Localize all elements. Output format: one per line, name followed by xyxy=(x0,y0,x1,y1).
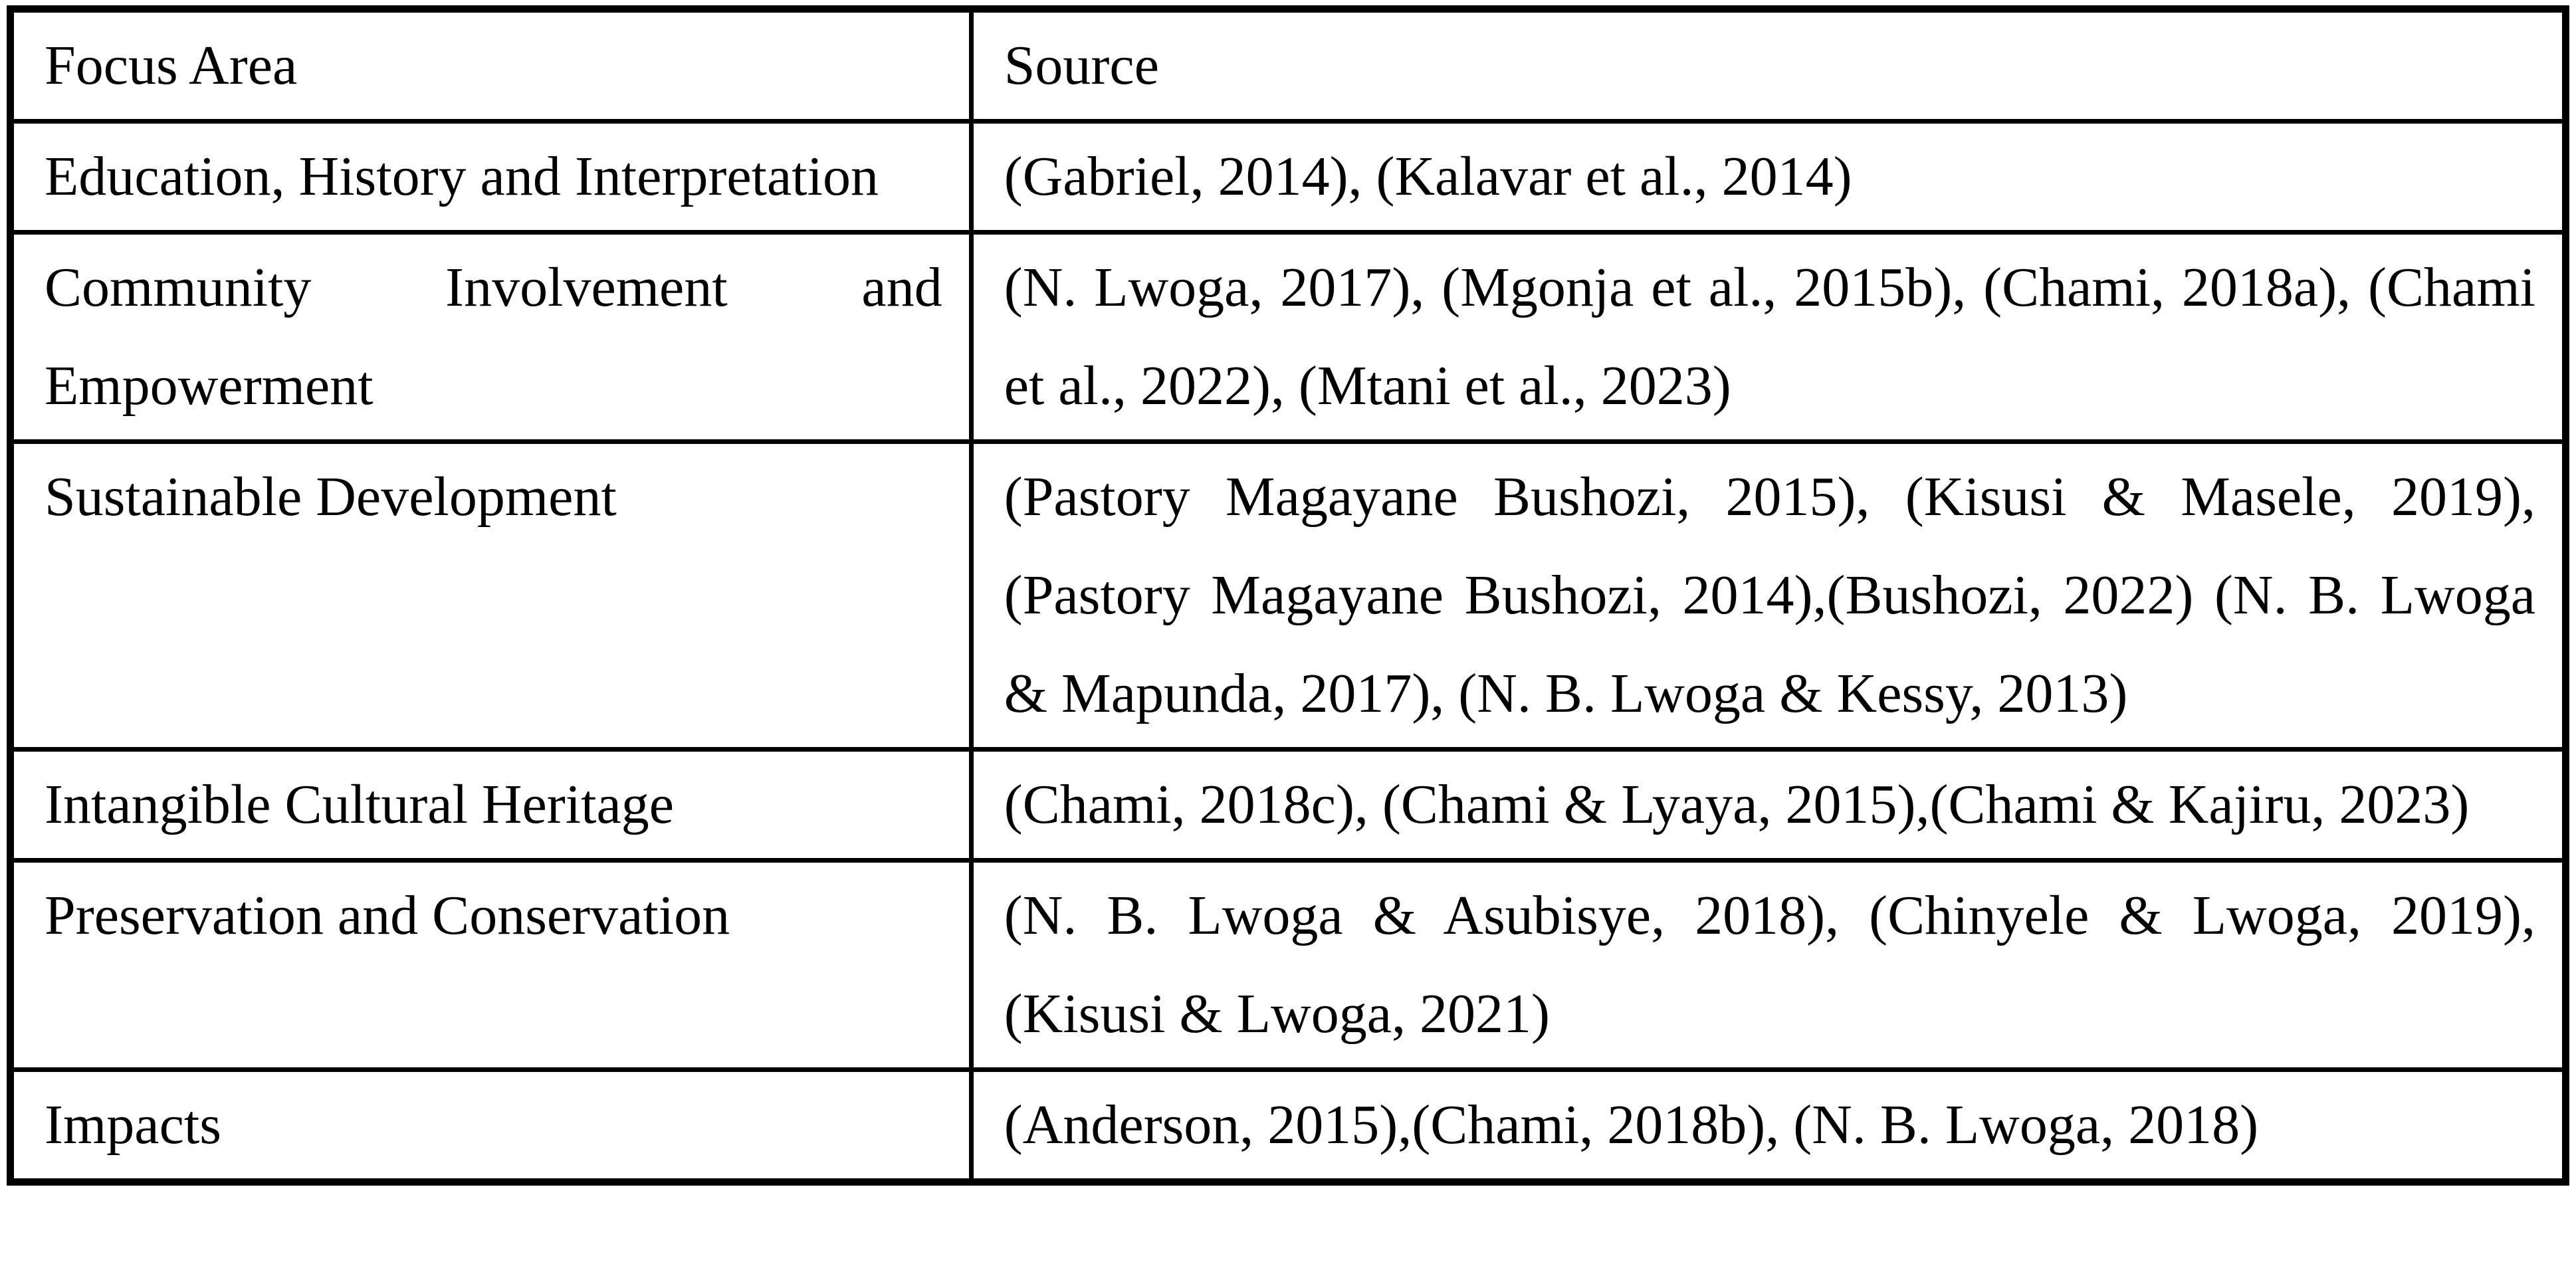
source-text: (N. B. Lwoga & Asubisye, 2018), (Chinyel… xyxy=(1004,885,2535,1045)
cell-focus-area: Sustainable Development xyxy=(8,439,974,752)
focus-area-text: Education, History and Interpretation xyxy=(45,146,879,207)
source-text: (Pastory Magayane Bushozi, 2015), (Kisus… xyxy=(1004,466,2535,724)
cell-focus-area: Preservation and Conservation xyxy=(8,858,974,1072)
source-text: (Chami, 2018c), (Chami & Lyaya, 2015),(C… xyxy=(1004,774,2470,835)
table-header-row: Focus Area Source xyxy=(8,7,2569,124)
table-row: Education, History and Interpretation (G… xyxy=(8,119,2569,235)
cell-focus-area: Impacts xyxy=(8,1067,974,1184)
table-row: Sustainable Development (Pastory Magayan… xyxy=(8,439,2569,752)
focus-area-text: Intangible Cultural Heritage xyxy=(45,774,675,835)
header-label-source: Source xyxy=(1004,35,1159,96)
header-cell-source: Source xyxy=(968,7,2569,124)
table-row: Intangible Cultural Heritage (Chami, 201… xyxy=(8,747,2569,863)
cell-source: (N. Lwoga, 2017), (Mgonja et al., 2015b)… xyxy=(968,230,2569,444)
cell-source: (N. B. Lwoga & Asubisye, 2018), (Chinyel… xyxy=(968,858,2569,1072)
table-row: Impacts (Anderson, 2015),(Chami, 2018b),… xyxy=(8,1067,2569,1184)
cell-focus-area: Community Involvement and Empowerment xyxy=(8,230,974,444)
source-text: (N. Lwoga, 2017), (Mgonja et al., 2015b)… xyxy=(1004,257,2535,417)
focus-area-text: Community Involvement and Empowerment xyxy=(45,257,942,417)
cell-source: (Chami, 2018c), (Chami & Lyaya, 2015),(C… xyxy=(968,747,2569,863)
cell-focus-area: Intangible Cultural Heritage xyxy=(8,747,974,863)
focus-source-table: Focus Area Source Education, History and… xyxy=(7,5,2569,1186)
header-cell-focus-area: Focus Area xyxy=(8,7,974,124)
cell-focus-area: Education, History and Interpretation xyxy=(8,119,974,235)
cell-source: (Pastory Magayane Bushozi, 2015), (Kisus… xyxy=(968,439,2569,752)
focus-area-text: Sustainable Development xyxy=(45,466,617,528)
table-row: Community Involvement and Empowerment (N… xyxy=(8,230,2569,444)
cell-source: (Gabriel, 2014), (Kalavar et al., 2014) xyxy=(968,119,2569,235)
source-text: (Anderson, 2015),(Chami, 2018b), (N. B. … xyxy=(1004,1094,2259,1156)
cell-source: (Anderson, 2015),(Chami, 2018b), (N. B. … xyxy=(968,1067,2569,1184)
header-label-focus-area: Focus Area xyxy=(45,35,298,96)
source-text: (Gabriel, 2014), (Kalavar et al., 2014) xyxy=(1004,146,1852,207)
focus-area-text: Impacts xyxy=(45,1094,221,1156)
focus-area-text: Preservation and Conservation xyxy=(45,885,730,946)
table-row: Preservation and Conservation (N. B. Lwo… xyxy=(8,858,2569,1072)
